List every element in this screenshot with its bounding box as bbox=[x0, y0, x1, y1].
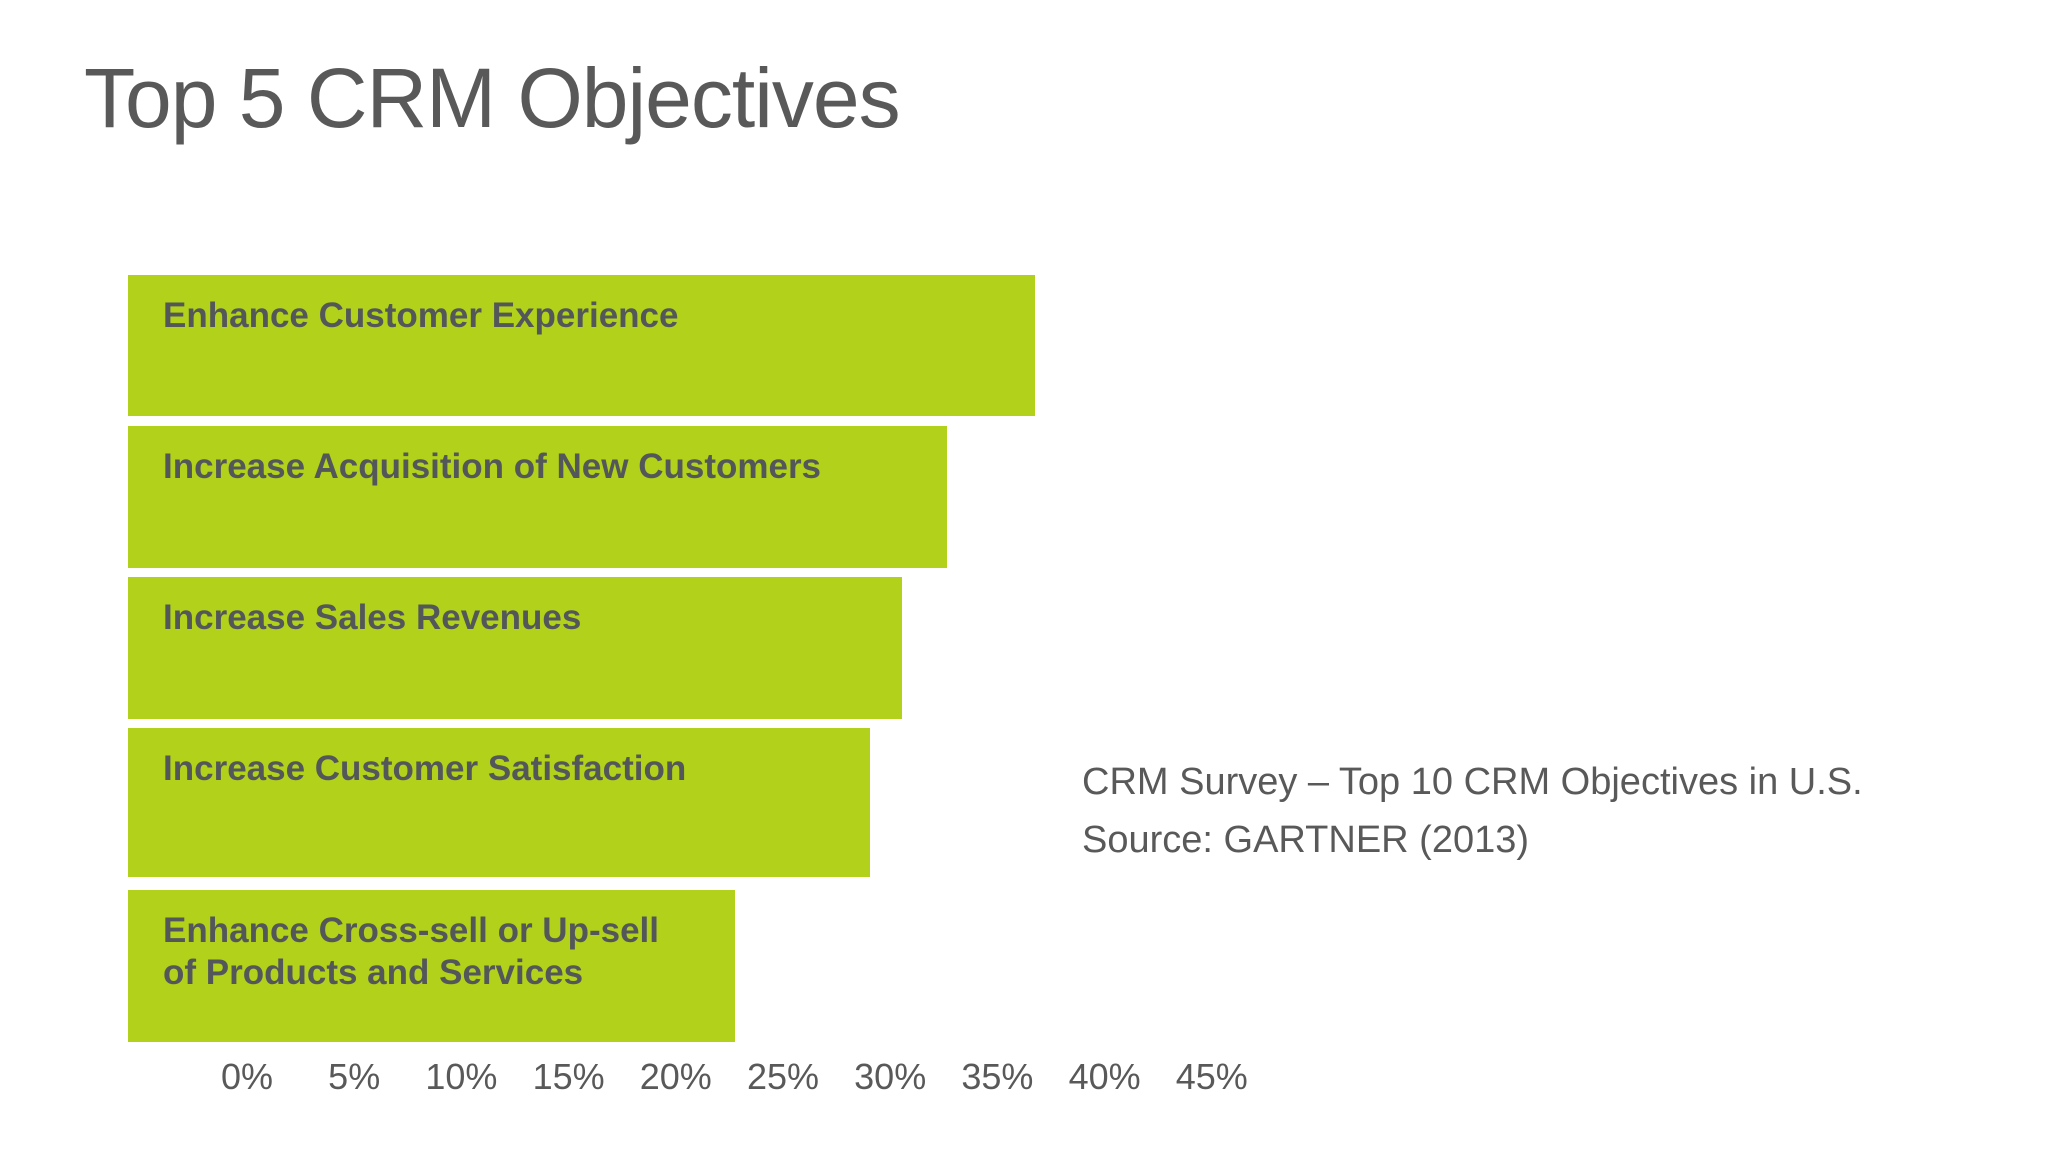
x-tick-label: 35% bbox=[961, 1056, 1034, 1097]
x-tick-label: 40% bbox=[1068, 1056, 1141, 1097]
bar: Increase Acquisition of New Customers bbox=[128, 426, 947, 568]
x-tick-label: 20% bbox=[639, 1056, 712, 1097]
x-tick-label: 10% bbox=[425, 1056, 498, 1097]
x-tick-label: 45% bbox=[1175, 1056, 1248, 1097]
source-annotation: CRM Survey – Top 10 CRM Objectives in U.… bbox=[1082, 753, 1863, 869]
bar: Increase Sales Revenues bbox=[128, 577, 902, 719]
x-tick-label: 25% bbox=[746, 1056, 820, 1097]
x-tick-label: 30% bbox=[854, 1056, 927, 1097]
bar: Increase Customer Satisfaction bbox=[128, 728, 870, 877]
bar-label: Increase Sales Revenues bbox=[163, 598, 582, 637]
annotation-line-1: CRM Survey – Top 10 CRM Objectives in U.… bbox=[1082, 761, 1863, 803]
x-tick-label: 5% bbox=[328, 1056, 381, 1097]
x-tick-label: 0% bbox=[220, 1056, 274, 1097]
bar-label: Enhance Cross-sell or Up-sell of Products… bbox=[163, 911, 659, 992]
bar: Enhance Cross-sell or Up-sell of Products… bbox=[128, 890, 735, 1042]
bar: Enhance Customer Experience bbox=[128, 275, 1035, 416]
chart-title: Top 5 CRM Objectives bbox=[84, 51, 901, 145]
annotation-line-2: Source: GARTNER (2013) bbox=[1082, 819, 1530, 861]
bar-label: Increase Customer Satisfaction bbox=[163, 749, 687, 788]
x-tick-label: 15% bbox=[532, 1056, 605, 1097]
bar-label: Enhance Customer Experience bbox=[163, 296, 679, 335]
bar-label: Increase Acquisition of New Customers bbox=[163, 447, 822, 486]
